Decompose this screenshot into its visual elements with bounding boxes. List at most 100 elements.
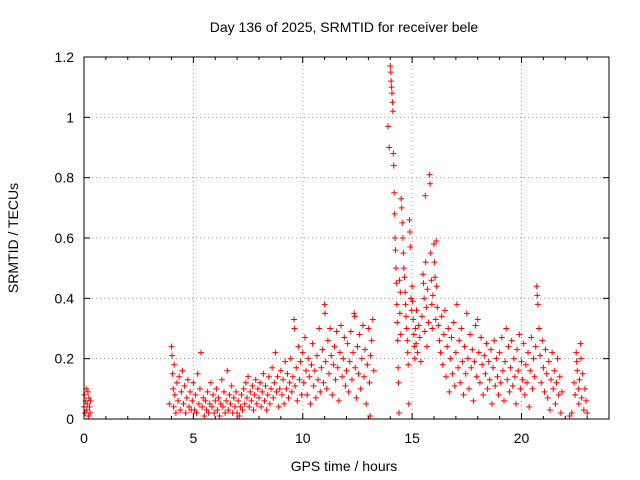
data-point — [402, 289, 409, 296]
data-point — [322, 358, 329, 365]
data-point — [301, 334, 308, 341]
data-point — [410, 316, 417, 323]
x-tick-label: 0 — [80, 430, 88, 446]
data-point — [484, 385, 491, 392]
data-point — [584, 409, 591, 416]
data-point — [396, 409, 402, 416]
data-point — [291, 325, 298, 332]
data-point — [558, 388, 565, 395]
data-point — [87, 409, 94, 416]
data-point — [389, 108, 396, 115]
data-point — [206, 400, 213, 407]
data-point — [527, 367, 534, 374]
data-point — [431, 241, 437, 248]
data-point — [367, 352, 374, 359]
data-point — [417, 358, 424, 365]
data-point — [358, 355, 365, 362]
data-point — [519, 376, 526, 383]
data-point — [335, 397, 342, 404]
data-point — [203, 406, 210, 413]
data-point — [450, 319, 457, 326]
data-point — [351, 313, 358, 320]
data-point — [323, 385, 330, 392]
y-tick-label: 0 — [66, 411, 74, 427]
data-point — [578, 355, 584, 362]
data-point — [292, 382, 299, 389]
data-point — [278, 391, 285, 398]
y-tick-label: 1 — [66, 109, 74, 125]
data-point — [420, 271, 427, 278]
data-point — [294, 397, 301, 404]
data-point — [183, 394, 190, 401]
data-point — [204, 388, 211, 395]
data-point — [529, 385, 536, 392]
data-point — [407, 244, 414, 251]
data-point — [200, 394, 207, 401]
data-point — [404, 337, 411, 344]
data-point — [356, 331, 363, 338]
data-point — [273, 388, 280, 395]
data-point — [453, 301, 460, 308]
data-point — [508, 337, 515, 344]
data-point — [539, 337, 546, 344]
data-point — [388, 84, 395, 91]
data-point — [466, 385, 472, 392]
data-point — [414, 349, 421, 356]
data-point — [211, 409, 218, 416]
data-point — [397, 331, 404, 338]
data-point — [263, 406, 270, 413]
data-point — [502, 358, 509, 365]
data-point — [511, 373, 518, 380]
data-point — [196, 385, 203, 392]
data-point — [433, 283, 440, 290]
data-point — [458, 325, 465, 332]
data-point — [554, 355, 561, 362]
data-point — [445, 325, 452, 332]
data-point — [171, 361, 178, 368]
data-point — [190, 379, 197, 386]
data-point — [248, 397, 255, 404]
data-point — [336, 349, 343, 356]
data-point — [303, 367, 310, 374]
y-tick-label: 0.2 — [55, 351, 75, 367]
data-point — [457, 379, 464, 386]
data-point — [420, 280, 427, 287]
data-point — [370, 367, 377, 374]
data-point — [540, 364, 547, 371]
data-point — [300, 379, 307, 386]
data-point — [386, 144, 393, 151]
x-tick-label: 20 — [514, 430, 530, 446]
data-point — [572, 391, 579, 398]
data-point — [341, 334, 348, 341]
data-point — [192, 391, 199, 398]
data-point — [198, 349, 205, 356]
data-point — [357, 385, 364, 392]
data-point — [534, 301, 541, 308]
y-tick-label: 1.2 — [55, 49, 75, 65]
data-point — [264, 391, 271, 398]
data-point — [474, 316, 481, 323]
data-point — [184, 376, 191, 383]
data-point — [287, 355, 294, 362]
data-point — [444, 343, 451, 350]
data-point — [549, 349, 556, 356]
data-point — [548, 376, 555, 383]
data-point — [247, 388, 254, 395]
data-point — [426, 171, 433, 178]
data-point — [514, 346, 521, 353]
data-point — [250, 406, 257, 413]
data-point — [491, 337, 498, 344]
data-point — [327, 325, 334, 332]
data-point — [293, 364, 300, 371]
data-point — [478, 334, 485, 341]
data-point — [298, 391, 305, 398]
data-point — [526, 403, 533, 410]
data-point — [401, 274, 408, 281]
data-point — [488, 400, 495, 407]
data-point — [467, 331, 474, 338]
data-point — [182, 409, 189, 416]
data-point — [191, 406, 198, 413]
data-point — [411, 355, 418, 362]
data-point — [411, 343, 418, 350]
data-point — [245, 373, 252, 380]
